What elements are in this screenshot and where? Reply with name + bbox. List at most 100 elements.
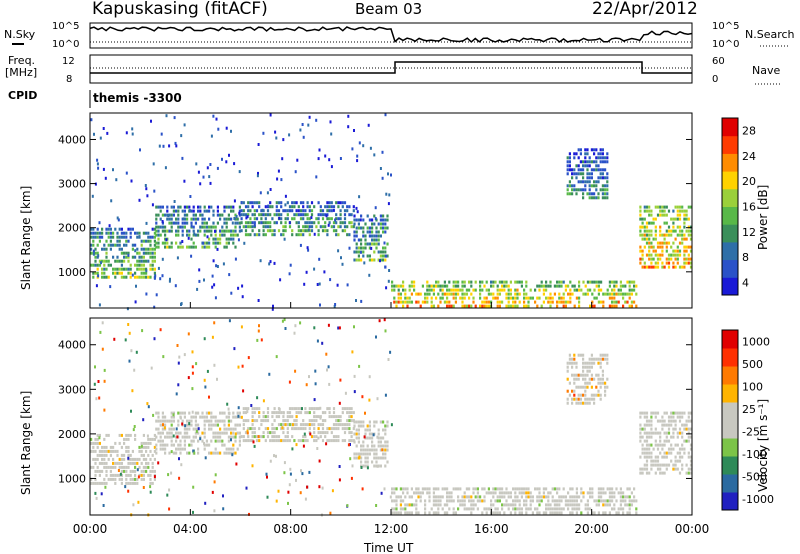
heatmap-cell — [551, 495, 554, 499]
heatmap-cell — [443, 503, 446, 507]
heatmap-cell — [170, 435, 173, 439]
heatmap-cell — [313, 411, 316, 415]
heatmap-cell — [145, 445, 148, 449]
scatter-point — [127, 323, 130, 326]
heatmap-cell — [676, 205, 679, 209]
heatmap-cell — [584, 292, 587, 296]
heatmap-cell — [568, 192, 571, 196]
heatmap-cell — [465, 487, 468, 491]
heatmap-cell — [652, 411, 655, 415]
heatmap-cell — [685, 257, 688, 261]
heatmap-cell — [166, 229, 169, 233]
heatmap-cell — [221, 431, 224, 435]
heatmap-cell — [188, 427, 191, 431]
heatmap-cell — [112, 445, 115, 449]
heatmap-cell — [140, 441, 143, 445]
heatmap-cell — [520, 284, 523, 288]
heatmap-cell — [131, 255, 134, 259]
heatmap-cell — [328, 411, 331, 415]
heatmap-cell — [232, 411, 235, 415]
heatmap-cell — [382, 254, 385, 258]
heatmap-cell — [670, 419, 673, 423]
heatmap-cell — [286, 415, 289, 419]
heatmap-cell — [183, 439, 186, 443]
heatmap-cell — [255, 419, 259, 423]
heatmap-cell — [238, 423, 241, 427]
heatmap-cell — [164, 245, 167, 249]
heatmap-cell — [179, 225, 182, 229]
heatmap-cell — [142, 259, 145, 263]
heatmap-cell — [463, 507, 466, 511]
heatmap-cell — [676, 253, 679, 257]
heatmap-cell — [208, 419, 211, 423]
heatmap-cell — [306, 205, 309, 209]
heatmap-cell — [599, 172, 602, 176]
heatmap-cell — [120, 461, 123, 465]
scatter-point — [168, 507, 171, 511]
heatmap-cell — [472, 507, 475, 511]
heatmap-cell — [608, 296, 611, 300]
heatmap-cell — [326, 427, 329, 431]
heatmap-cell — [379, 448, 382, 452]
heatmap-cell — [410, 280, 413, 284]
heatmap-cell — [633, 499, 636, 503]
scatter-point — [187, 376, 190, 380]
heatmap-cell — [225, 451, 228, 455]
scatter-point — [97, 274, 100, 278]
heatmap-cell — [114, 275, 117, 279]
heatmap-cell — [582, 401, 585, 405]
heatmap-cell — [112, 255, 115, 259]
scatter-point — [287, 501, 289, 505]
scatter-point — [268, 372, 271, 376]
colorbar-swatch — [722, 384, 738, 403]
heatmap-cell — [586, 192, 589, 196]
heatmap-cell — [579, 180, 582, 184]
heatmap-cell — [159, 435, 162, 439]
heatmap-cell — [601, 184, 604, 188]
heatmap-cell — [264, 419, 267, 423]
heatmap-cell — [654, 253, 657, 257]
heatmap-cell — [685, 237, 688, 241]
heatmap-cell — [109, 445, 112, 449]
heatmap-cell — [645, 463, 649, 467]
heatmap-cell — [280, 201, 283, 205]
heatmap-cell — [155, 435, 158, 439]
scatter-point — [214, 229, 216, 233]
heatmap-cell — [404, 511, 407, 515]
heatmap-cell — [260, 423, 263, 427]
heatmap-cell — [670, 229, 673, 233]
heatmap-cell — [230, 237, 233, 241]
heatmap-cell — [230, 451, 233, 455]
heatmap-cell — [253, 431, 256, 435]
heatmap-cell — [674, 205, 677, 209]
heatmap-cell — [643, 261, 646, 265]
heatmap-cell — [599, 381, 602, 385]
heatmap-cell — [161, 431, 164, 435]
heatmap-cell — [273, 419, 276, 423]
heatmap-cell — [236, 423, 239, 427]
heatmap-cell — [665, 245, 668, 249]
heatmap-cell — [127, 481, 130, 485]
heatmap-cell — [382, 428, 385, 432]
heatmap-cell — [368, 428, 371, 432]
heatmap-cell — [304, 439, 307, 443]
heatmap-cell — [109, 247, 112, 251]
heatmap-cell — [337, 419, 340, 423]
heatmap-cell — [635, 304, 638, 308]
heatmap-cell — [149, 477, 152, 481]
heatmap-cell — [584, 381, 587, 385]
heatmap-cell — [512, 296, 515, 300]
heatmap-cell — [448, 491, 451, 495]
heatmap-cell — [105, 481, 108, 485]
heatmap-cell — [353, 222, 356, 226]
heatmap-cell — [676, 261, 679, 265]
heatmap-cell — [454, 511, 457, 515]
heatmap-cell — [216, 419, 219, 423]
heatmap-cell — [192, 229, 195, 233]
heatmap-cell — [192, 213, 195, 217]
heatmap-cell — [395, 503, 398, 507]
heatmap-cell — [379, 234, 382, 238]
heatmap-cell — [366, 448, 369, 452]
heatmap-cell — [153, 433, 156, 437]
heatmap-cell — [364, 234, 367, 238]
